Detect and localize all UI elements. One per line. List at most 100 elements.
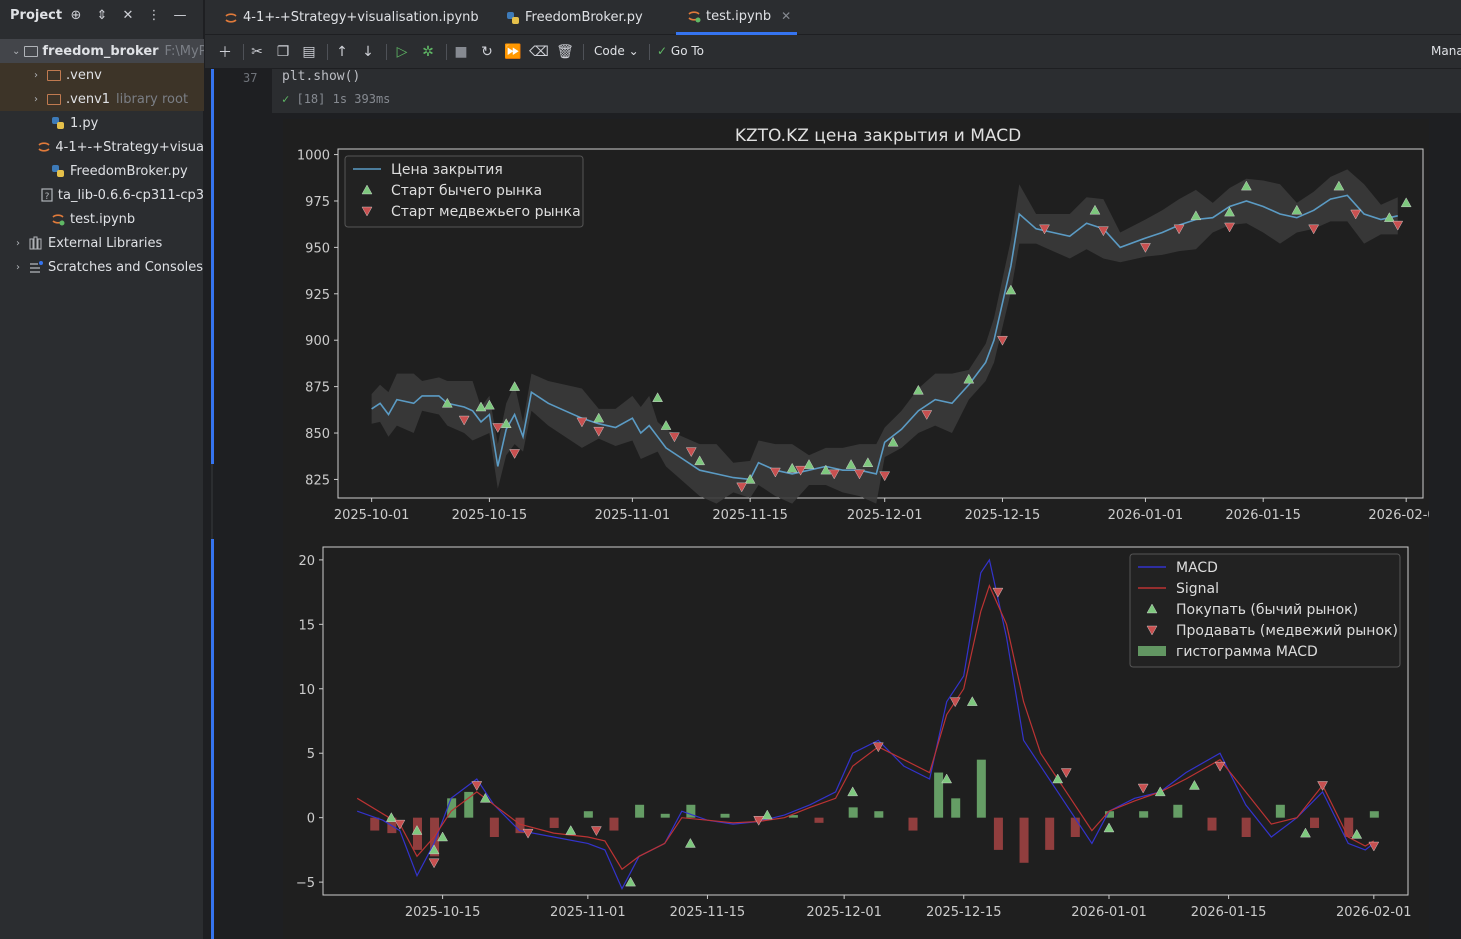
bull-marker bbox=[593, 412, 605, 423]
bull-marker bbox=[820, 464, 832, 475]
tree-item-venv[interactable]: › .venv bbox=[0, 63, 204, 87]
tree-item-label: .venv1 bbox=[66, 91, 111, 107]
chevron-right-icon[interactable]: › bbox=[16, 261, 20, 273]
tree-item-scratches[interactable]: › Scratches and Consoles bbox=[0, 255, 204, 279]
buy-marker bbox=[437, 831, 448, 842]
unknown-file-icon: ? bbox=[40, 188, 54, 202]
tree-item-label: FreedomBroker.py bbox=[70, 163, 188, 179]
chevron-down-icon[interactable]: ⌄ bbox=[12, 45, 21, 57]
legend-box bbox=[344, 155, 584, 228]
tree-item-freedombroker-py[interactable]: FreedomBroker.py bbox=[0, 159, 204, 183]
histogram-bar bbox=[1275, 804, 1285, 818]
tab-freedombroker-py[interactable]: FreedomBroker.py bbox=[501, 0, 643, 35]
bear-marker bbox=[736, 482, 748, 493]
run-all-icon[interactable]: ⏩ bbox=[504, 44, 522, 60]
scratches-icon bbox=[28, 260, 44, 274]
goto-label: Go To bbox=[670, 44, 704, 58]
bear-marker bbox=[1098, 226, 1109, 237]
bull-marker bbox=[803, 459, 815, 469]
y-tick-label: 825 bbox=[305, 473, 330, 488]
bull-marker bbox=[1089, 204, 1101, 215]
excluded-folder-icon bbox=[46, 68, 62, 82]
options-icon[interactable]: ⋮ bbox=[147, 7, 161, 23]
notebook-icon bbox=[223, 11, 239, 25]
debug-icon[interactable]: ✲ bbox=[422, 44, 434, 60]
delete-cell-icon[interactable]: 🗑 bbox=[556, 44, 574, 60]
histogram-bar bbox=[1173, 804, 1183, 818]
x-tick-label: 2025-10-15 bbox=[452, 508, 528, 523]
restart-kernel-icon[interactable]: ↻ bbox=[481, 44, 493, 60]
tree-item-freedom-broker[interactable]: ⌄ freedom_broker F:\MyPr bbox=[0, 39, 204, 63]
tree-item-test-ipynb[interactable]: test.ipynb bbox=[0, 207, 204, 231]
manage-button[interactable]: Manag bbox=[1431, 44, 1461, 58]
sell-marker bbox=[872, 742, 884, 753]
stop-icon[interactable]: ■ bbox=[454, 44, 468, 60]
x-tick-label: 2025-11-15 bbox=[670, 905, 746, 920]
folder-icon bbox=[24, 44, 39, 58]
close-icon[interactable]: ✕ bbox=[781, 9, 792, 23]
histogram-bar bbox=[976, 759, 986, 818]
y-tick-label: 0 bbox=[307, 812, 315, 827]
legend-bear-marker bbox=[361, 206, 373, 217]
tree-item-venv1[interactable]: › .venv1 library root bbox=[0, 87, 204, 111]
tree-item-external-libraries[interactable]: › External Libraries bbox=[0, 231, 204, 255]
bear-marker bbox=[685, 447, 697, 458]
code-cell[interactable]: plt.show() ✓ [18] 1s 393ms bbox=[272, 69, 1461, 113]
tab-strategy-notebook[interactable]: 4-1+-+Strategy+visualisation.ipynb bbox=[219, 0, 479, 35]
buy-marker bbox=[1351, 829, 1363, 839]
run-cell-icon[interactable]: ▷ bbox=[396, 44, 408, 60]
histogram-bar bbox=[1019, 817, 1029, 863]
expand-all-icon[interactable]: ⇕ bbox=[96, 7, 108, 23]
chevron-right-icon[interactable]: › bbox=[34, 93, 38, 105]
notebook-icon bbox=[50, 212, 66, 226]
move-up-icon[interactable]: ↑ bbox=[336, 44, 348, 60]
add-cell-icon[interactable]: ＋ bbox=[218, 45, 232, 61]
sell-marker bbox=[1317, 781, 1328, 791]
python-icon bbox=[505, 11, 521, 25]
x-tick-label: 2025-11-01 bbox=[595, 508, 671, 523]
tab-test-ipynb[interactable]: test.ipynb ✕ bbox=[676, 0, 798, 35]
tree-item-label: test.ipynb bbox=[70, 211, 136, 227]
move-down-icon[interactable]: ↓ bbox=[362, 44, 374, 60]
locate-icon[interactable]: ⊕ bbox=[70, 7, 82, 23]
cell-type-dropdown[interactable]: Code ⌄ bbox=[594, 44, 639, 58]
chevron-right-icon[interactable]: › bbox=[34, 69, 38, 81]
bull-marker bbox=[744, 474, 756, 484]
goto-button[interactable]: ✓ Go To bbox=[657, 44, 704, 58]
cell-selection-bar[interactable] bbox=[211, 69, 214, 464]
toolbar-separator bbox=[649, 44, 650, 60]
bull-marker bbox=[500, 418, 512, 428]
histogram-bar bbox=[489, 817, 499, 837]
legend-label: Signal bbox=[1176, 581, 1219, 597]
sell-marker bbox=[753, 816, 765, 826]
hide-icon[interactable]: — bbox=[173, 7, 187, 23]
y-tick-label: 925 bbox=[305, 288, 330, 303]
histogram-bar bbox=[464, 791, 474, 818]
line-number: 37 bbox=[243, 71, 258, 85]
toolbar-separator bbox=[327, 44, 328, 60]
clear-outputs-icon[interactable]: ⌫ bbox=[529, 44, 549, 60]
bull-marker bbox=[1291, 204, 1303, 215]
cell-output: KZTO.KZ цена закрытия и MACD 825 850 875 90… bbox=[283, 119, 1444, 939]
paste-icon[interactable]: ▤ bbox=[302, 44, 316, 60]
buy-marker bbox=[386, 812, 397, 822]
cell-selection-bar[interactable] bbox=[211, 539, 214, 939]
tree-item-strategy-notebook[interactable]: 4-1+-+Strategy+visua bbox=[0, 135, 204, 159]
collapse-all-icon[interactable]: ✕ bbox=[122, 7, 134, 23]
bear-marker bbox=[1173, 224, 1185, 235]
check-icon: ✓ bbox=[657, 44, 668, 58]
cut-icon[interactable]: ✂ bbox=[251, 44, 263, 60]
tree-item-1-py[interactable]: 1.py bbox=[0, 111, 204, 135]
copy-icon[interactable]: ❐ bbox=[276, 44, 290, 60]
chevron-right-icon[interactable]: › bbox=[16, 237, 20, 249]
excluded-folder-icon bbox=[46, 92, 62, 106]
bear-marker bbox=[1140, 243, 1151, 253]
bear-marker bbox=[997, 336, 1008, 346]
sell-marker bbox=[992, 587, 1004, 598]
chart-title: KZTO.KZ цена закрытия и MACD bbox=[735, 126, 1021, 146]
tree-item-ta-lib[interactable]: ? ta_lib-0.6.6-cp311-cp3 bbox=[0, 183, 204, 207]
tree-item-hint: F:\MyPr bbox=[164, 43, 204, 59]
histogram-bar bbox=[1070, 817, 1080, 837]
project-panel-title[interactable]: Project bbox=[10, 7, 63, 23]
code-line[interactable]: plt.show() bbox=[282, 69, 361, 84]
